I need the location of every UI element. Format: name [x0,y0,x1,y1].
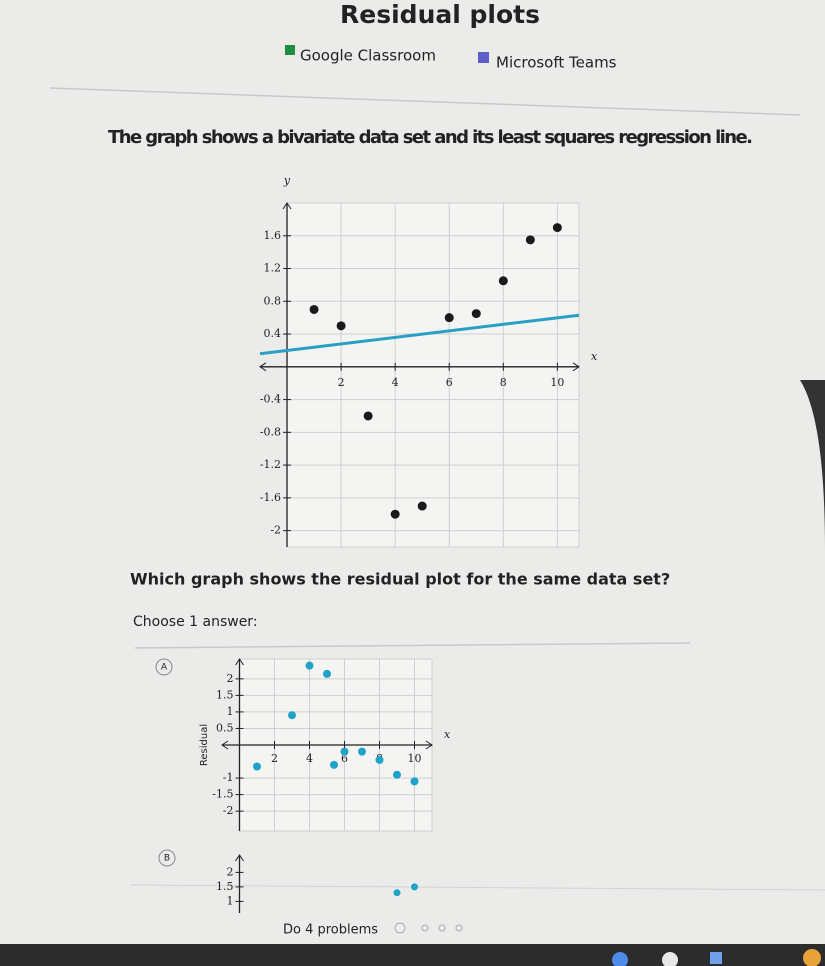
share-link[interactable]: Microsoft Teams [496,54,617,72]
data-point [471,309,481,319]
regression-line [259,313,580,356]
data-point [393,770,401,779]
data-point [330,760,338,769]
axis-arrow [235,658,244,666]
question-text: Which graph shows the residual plot for … [130,570,670,589]
choice-letter: A [161,663,168,673]
x-tick-label: 4 [392,376,399,389]
choice-radio[interactable] [155,658,173,676]
instruction: Choose 1 answer: [133,614,258,630]
teams-icon [478,52,489,63]
page-title: Residual plots [340,0,540,29]
classroom-icon [285,45,295,55]
question-prompt: The graph shows a bivariate data set and… [108,127,753,148]
data-point [410,777,419,786]
data-point [309,304,319,314]
x-tick-label: 6 [446,376,453,389]
y-tick-label: -1.5 [212,788,233,801]
x-tick-label: 10 [550,376,564,389]
data-point [363,411,373,421]
y-tick-label: 1.6 [264,229,282,242]
y-tick-label: -2 [223,804,234,817]
axis-arrow [572,362,580,372]
data-point [498,276,508,286]
data-point [411,883,418,891]
data-point [305,661,314,670]
y-tick-label: 1.5 [216,880,234,893]
divider [49,87,801,116]
y-tick-label: 2 [227,672,234,685]
taskbar [0,944,825,966]
x-tick-label: 8 [500,376,507,389]
y-axis-label: y [283,174,291,187]
y-tick-label: 1 [227,705,234,718]
divider [134,642,691,649]
data-point [336,321,346,331]
data-point [358,747,366,756]
axis-arrow [259,362,267,372]
y-tick-label: -2 [270,524,281,537]
data-point [323,669,331,678]
x-tick-label: 6 [341,752,348,765]
data-point [552,223,562,233]
x-tick-label: 4 [306,752,313,765]
chart: 11.52 [216,854,418,913]
y-tick-label: 1 [227,894,234,907]
y-tick-label: 0.8 [264,294,282,307]
y-tick-label: -1.2 [260,458,281,471]
y-tick-label: -0.4 [260,393,281,406]
y-tick-label: -1.6 [260,491,281,504]
y-tick-label: 0.4 [264,327,282,340]
data-point [525,235,535,245]
y-tick-label: -0.8 [260,425,281,438]
x-axis-label: x [591,350,598,363]
plot-area [286,202,580,548]
progress-text: Do 4 problems [283,923,378,938]
y-tick-label: 1.5 [216,688,234,701]
choice-letter: B [164,854,170,864]
x-tick-label: 2 [338,376,345,389]
share-link[interactable]: Google Classroom [300,47,436,65]
chart: 2 4 6 8 10 -2 -1.6 -1.2 -0.8 -0.4 0.4 0.8 1.2 1.6 x y [259,174,598,548]
data-point [340,747,349,756]
axis-arrow [235,854,244,862]
y-tick-label: 2 [227,865,234,878]
x-tick-label: 10 [408,752,422,765]
x-axis-label: x [444,728,451,741]
data-point [288,711,296,720]
data-point [444,313,454,323]
screen-edge [800,380,825,550]
progress-dots [394,922,463,934]
x-tick-label: 2 [271,752,278,765]
choice-radio[interactable] [158,849,176,867]
axis-arrow [221,740,229,750]
data-point [393,889,401,897]
data-point [253,762,261,771]
axis-arrow [425,740,433,750]
y-tick-label: 1.2 [264,262,282,275]
y-tick-label: 0.5 [216,721,234,734]
y-axis-label: Residual [199,724,210,766]
axis-arrow [282,202,292,210]
data-point [375,755,384,764]
data-point [417,501,427,511]
data-point [390,509,400,519]
taskbar-icons [612,949,821,966]
divider [129,884,825,891]
y-tick-label: -1 [223,771,234,784]
